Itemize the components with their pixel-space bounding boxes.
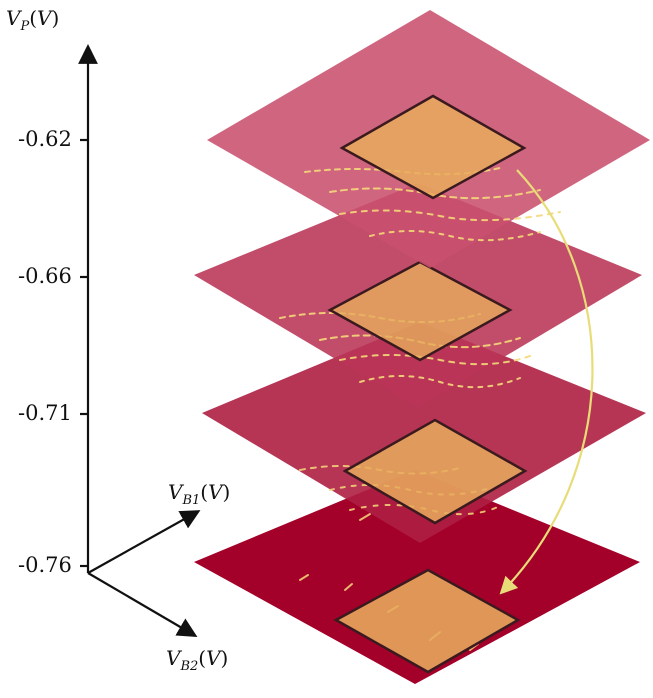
vertical-axis	[78, 44, 98, 573]
depth-axis-b1	[87, 510, 201, 574]
layer-bottom	[194, 470, 640, 684]
vb1-subscript: B1	[182, 493, 201, 508]
depth-axis-b2	[87, 572, 198, 637]
depth-axis-b1-title: VB1(V)	[168, 480, 231, 508]
highlight-window-bottom	[333, 568, 521, 674]
highlight-window-2	[327, 260, 513, 362]
vb1-symbol: V	[168, 480, 183, 504]
tick-label: -0.66	[18, 264, 72, 288]
vb2-subscript: B2	[180, 659, 199, 674]
layer-2	[194, 183, 642, 408]
vb2-symbol: V	[166, 646, 181, 670]
highlight-window-3	[342, 418, 528, 525]
transition-arrow	[499, 169, 594, 595]
vp-symbol: V	[6, 6, 21, 30]
vp-unit: V	[37, 6, 52, 30]
tick-label: -0.76	[18, 553, 72, 577]
tick-label: -0.62	[18, 127, 72, 151]
vertical-axis-title: VP(V)	[6, 6, 60, 34]
vb1-unit: V	[208, 480, 223, 504]
vp-subscript: P	[20, 19, 30, 34]
highlight-window-top	[339, 94, 527, 200]
layer-top	[207, 10, 650, 268]
tick-label: -0.71	[18, 401, 72, 425]
depth-axis-b2-title: VB2(V)	[166, 646, 229, 674]
vb2-unit: V	[206, 646, 221, 670]
layer-3	[202, 322, 646, 543]
